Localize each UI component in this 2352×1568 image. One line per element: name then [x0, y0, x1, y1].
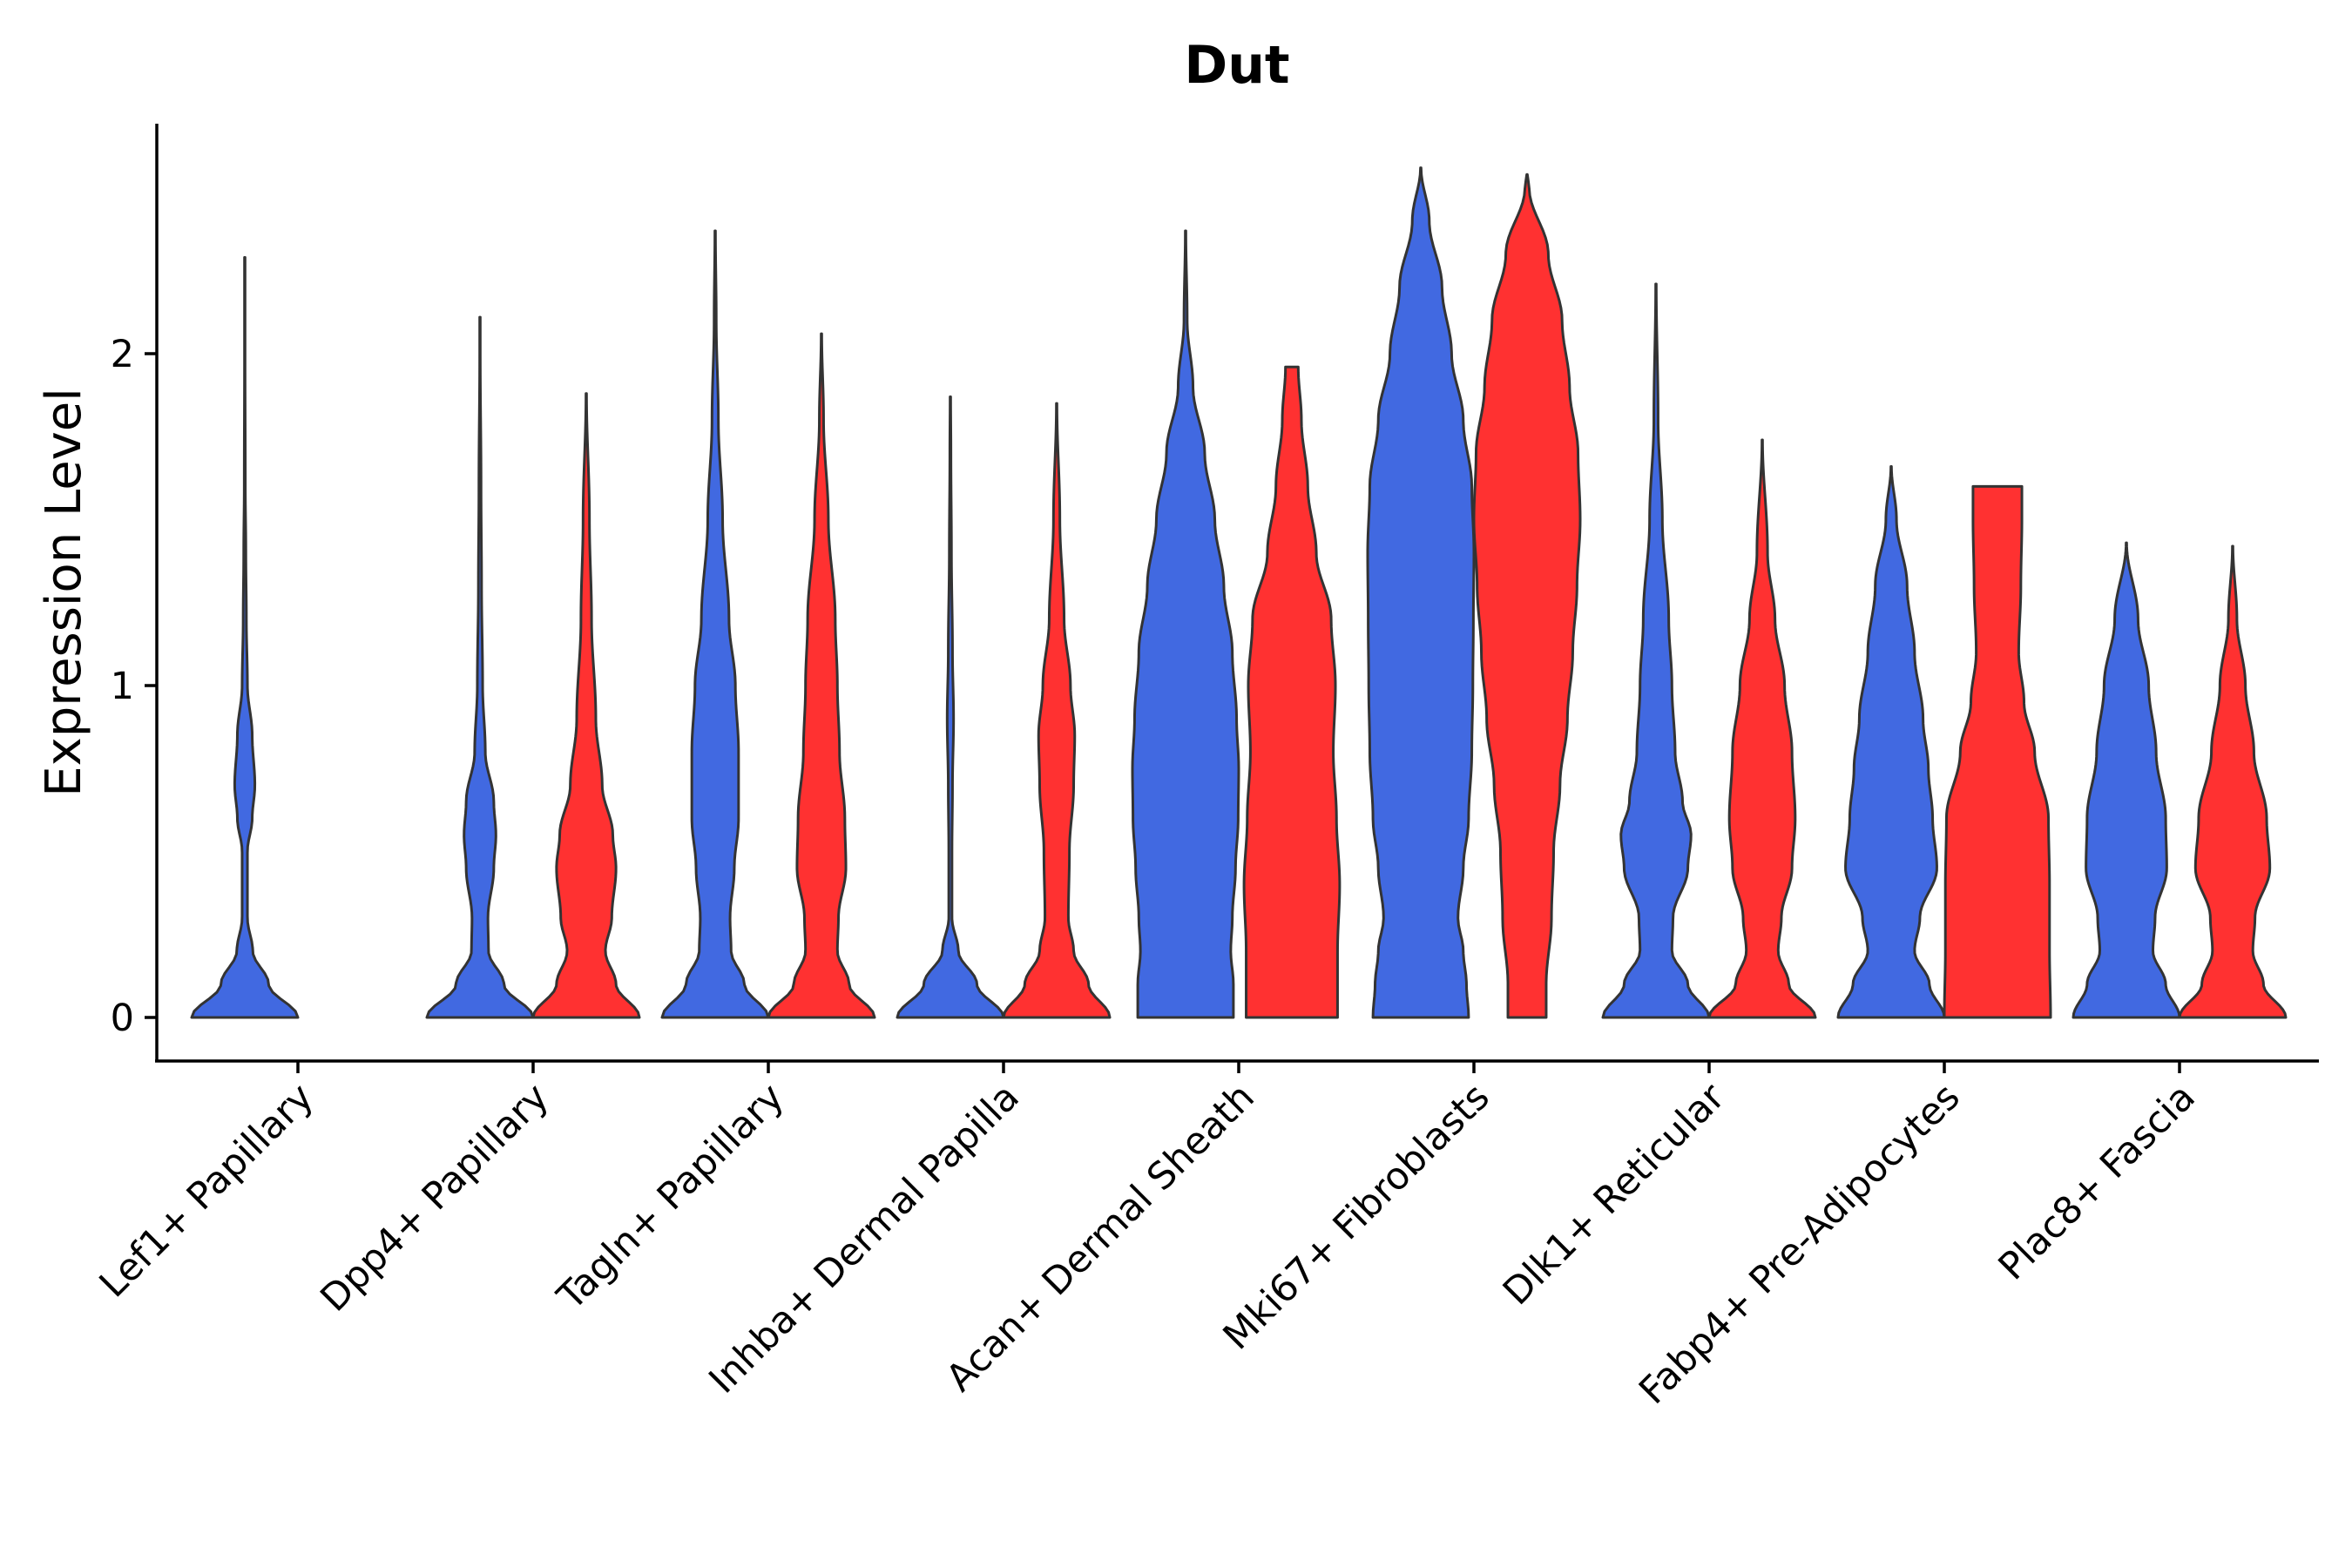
- violin-group-1-1: [425, 315, 535, 1019]
- violin-group: [190, 166, 2288, 1019]
- violin-group-2-6: [1707, 438, 1817, 1019]
- violin-group-1-2: [660, 229, 770, 1019]
- x-tick-label: Dpp4+ Papillary: [313, 1075, 558, 1320]
- axes: [155, 124, 2319, 1063]
- violin-group-1-7: [1836, 465, 1946, 1019]
- violin-group-2-3: [1002, 402, 1112, 1019]
- violin-group-1-6: [1601, 282, 1711, 1019]
- violin-group-1-3: [896, 395, 1005, 1019]
- violin-group-1-4: [1131, 229, 1240, 1019]
- violin-group-1-0: [190, 256, 300, 1019]
- y-tick-label: 1: [111, 665, 134, 708]
- violin-group-2-5: [1472, 172, 1582, 1019]
- violin-group-1-8: [2072, 541, 2181, 1019]
- y-tick-label: 0: [111, 997, 134, 1040]
- y-axis-label: Expression Level: [36, 388, 92, 797]
- x-tick-label: Lef1+ Papillary: [91, 1075, 322, 1306]
- x-tick-label: Dlk1+ Reticular: [1495, 1075, 1734, 1314]
- y-tick-label: 2: [111, 333, 134, 376]
- violin-group-2-4: [1242, 365, 1342, 1019]
- y-ticks: 0 1 2: [111, 333, 157, 1040]
- x-tick-label: Tagln+ Papillary: [549, 1075, 793, 1319]
- chart-title: Dut: [1184, 35, 1289, 96]
- violin-group-1-5: [1366, 166, 1476, 1019]
- x-tick-label: Plac8+ Fascia: [1990, 1075, 2204, 1288]
- violin-group-2-1: [531, 392, 641, 1019]
- x-tick-label: Mki67+ Fibroblasts: [1215, 1075, 1498, 1358]
- violin-group-2-7: [1943, 484, 2052, 1019]
- violin-group-2-2: [767, 332, 876, 1019]
- violin-group-2-8: [2178, 544, 2288, 1019]
